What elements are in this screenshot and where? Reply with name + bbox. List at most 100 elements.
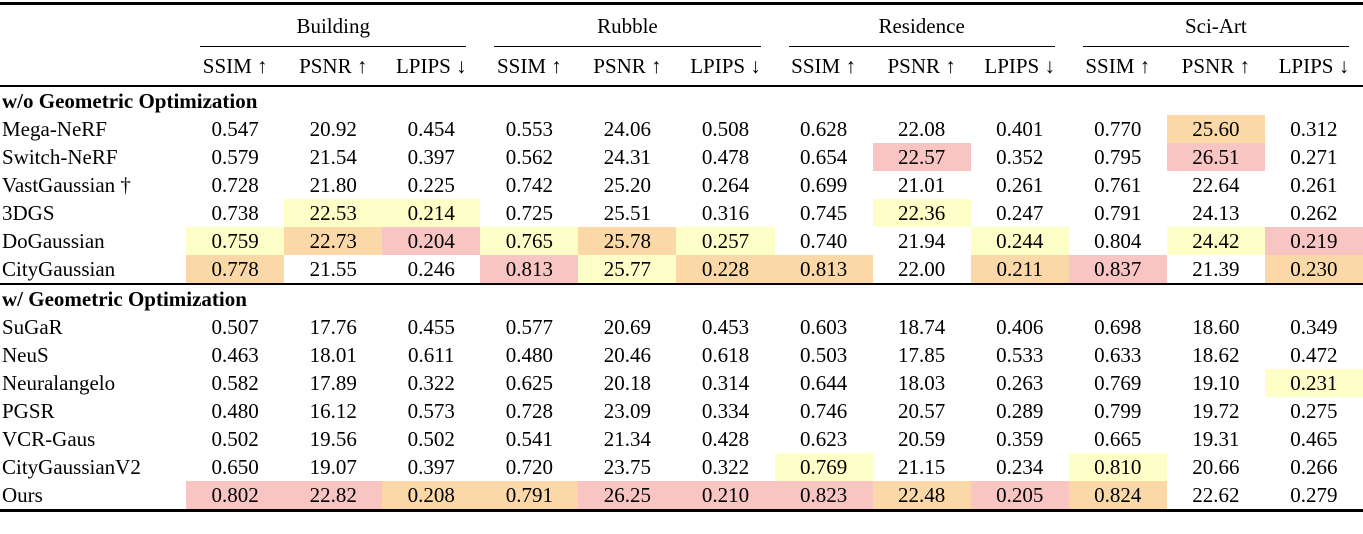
metric-value-cell: 0.359 [996, 427, 1044, 451]
metric-value-cell: 0.824 [1068, 481, 1167, 511]
section-title: w/ Geometric Optimization [0, 283, 1363, 313]
metric-value-cell: 25.51 [603, 201, 652, 225]
metric-value-cell: 25.60 [1166, 115, 1265, 143]
metric-value-cell: 20.57 [898, 399, 946, 423]
metric-value-cell: 0.271 [1290, 145, 1338, 169]
metric-value-cell: 22.73 [284, 227, 383, 255]
metric-value-cell: 24.42 [1166, 227, 1265, 255]
metric-value-cell: 0.579 [211, 145, 259, 169]
metric-header-rubble-ssim: SSIM ↑ [480, 47, 579, 87]
metric-value-cell: 0.214 [382, 199, 481, 227]
metric-value-cell: 0.263 [996, 371, 1044, 395]
table-row-sugar: SuGaR 0.507 17.76 0.455 0.577 20.69 0.453 0.603… [0, 313, 1363, 341]
metric-value-cell: 0.770 [1094, 117, 1142, 141]
metric-value-cell: 0.231 [1264, 369, 1363, 397]
benchmark-results-table: Building Rubble Residence Sci-Art SSIM ↑ PSNR… [0, 2, 1363, 512]
metric-value-cell: 0.208 [382, 481, 481, 511]
metric-value-cell: 0.611 [408, 343, 455, 367]
metric-value-cell: 0.765 [480, 227, 579, 255]
metric-header-sci-art-lpips: LPIPS ↓ [1264, 47, 1363, 87]
metric-value-cell: 0.406 [996, 315, 1044, 339]
metric-value-cell: 0.769 [774, 453, 873, 481]
table-row-3dgs: 3DGS 0.738 22.53 0.214 0.725 25.51 0.316 0.745 2… [0, 199, 1363, 227]
method-cell: 3DGS [2, 201, 55, 225]
metric-value-cell: 0.791 [480, 481, 579, 511]
metric-value-cell: 0.257 [676, 227, 775, 255]
metric-value-cell: 0.246 [407, 257, 455, 281]
metric-value-cell: 24.06 [603, 117, 652, 141]
metric-value-cell: 0.261 [1290, 173, 1338, 197]
metric-value-cell: 19.10 [1192, 371, 1240, 395]
metric-value-cell: 0.244 [970, 227, 1069, 255]
metric-value-cell: 0.628 [799, 117, 848, 141]
metric-value-cell: 0.813 [774, 255, 873, 284]
metric-value-cell: 0.219 [1264, 227, 1363, 255]
metric-value-cell: 21.34 [603, 427, 652, 451]
table-row-neus: NeuS 0.463 18.01 0.611 0.480 20.46 0.618 0.503 1… [0, 341, 1363, 369]
metric-value-cell: 0.275 [1290, 399, 1338, 423]
metric-value-cell: 0.455 [407, 315, 455, 339]
method-cell: VastGaussian † [2, 173, 131, 197]
metric-value-cell: 0.322 [701, 455, 750, 479]
metric-value-cell: 17.76 [309, 315, 357, 339]
metric-header-sci-art-psnr: PSNR ↑ [1166, 47, 1265, 87]
metric-value-cell: 22.62 [1192, 483, 1240, 507]
metric-value-cell: 0.234 [996, 455, 1044, 479]
metric-header-residence-lpips: LPIPS ↓ [970, 47, 1069, 87]
metric-value-cell: 0.247 [996, 201, 1044, 225]
metric-value-cell: 22.64 [1192, 173, 1240, 197]
metric-value-cell: 0.745 [799, 201, 848, 225]
section-header-row: w/ Geometric Optimization [0, 283, 1363, 313]
corner-cell [0, 3, 187, 87]
group-header-residence: Residence [775, 4, 1069, 47]
metric-value-cell: 0.502 [211, 427, 259, 451]
metric-value-cell: 0.802 [186, 481, 285, 511]
metric-value-cell: 0.262 [1290, 201, 1338, 225]
metric-value-cell: 17.89 [309, 371, 357, 395]
metric-value-cell: 0.401 [996, 117, 1044, 141]
metric-value-cell: 20.92 [309, 117, 357, 141]
cmidrule [494, 46, 761, 47]
metric-value-cell: 0.322 [407, 371, 455, 395]
metric-value-cell: 0.503 [799, 343, 848, 367]
metric-value-cell: 0.225 [407, 173, 455, 197]
metric-value-cell: 17.85 [898, 343, 946, 367]
metric-value-cell: 0.740 [799, 229, 848, 253]
table-header: Building Rubble Residence Sci-Art SSIM ↑ PSNR… [0, 3, 1363, 87]
metric-value-cell: 0.453 [701, 315, 750, 339]
metric-value-cell: 18.60 [1192, 315, 1240, 339]
metric-value-cell: 0.650 [211, 455, 259, 479]
metric-value-cell: 0.502 [407, 427, 455, 451]
method-cell: DoGaussian [2, 229, 105, 253]
metric-value-cell: 0.289 [996, 399, 1044, 423]
metric-value-cell: 0.625 [505, 371, 553, 395]
metric-value-cell: 22.82 [284, 481, 383, 511]
metric-value-cell: 0.759 [186, 227, 285, 255]
metric-value-cell: 24.13 [1192, 201, 1240, 225]
metric-value-cell: 0.738 [211, 201, 259, 225]
metric-value-cell: 22.08 [898, 117, 946, 141]
metric-value-cell: 0.541 [505, 427, 553, 451]
metric-value-cell: 0.507 [211, 315, 259, 339]
method-cell: Neuralangelo [2, 371, 116, 395]
metric-value-cell: 0.463 [211, 343, 259, 367]
metric-header-residence-psnr: PSNR ↑ [872, 47, 971, 87]
metric-value-cell: 0.791 [1094, 201, 1142, 225]
metric-value-cell: 19.72 [1192, 399, 1240, 423]
metric-value-cell: 0.478 [701, 145, 750, 169]
metric-value-cell: 21.54 [309, 145, 357, 169]
metric-value-cell: 21.55 [309, 257, 357, 281]
table-row-ours: Ours 0.802 22.82 0.208 0.791 26.25 0.210 0.823 2… [0, 481, 1363, 511]
metric-value-cell: 0.769 [1094, 371, 1142, 395]
metric-value-cell: 0.699 [799, 173, 848, 197]
table-row-vcr-gaus: VCR-Gaus 0.502 19.56 0.502 0.541 21.34 0.428 0.… [0, 425, 1363, 453]
method-cell: VCR-Gaus [2, 427, 96, 451]
metric-value-cell: 19.31 [1192, 427, 1240, 451]
metric-value-cell: 0.428 [701, 427, 750, 451]
metric-value-cell: 0.266 [1290, 455, 1338, 479]
group-label: Sci-Art [1184, 14, 1247, 38]
metric-value-cell: 0.837 [1068, 255, 1167, 284]
metric-value-cell: 23.09 [603, 399, 652, 423]
metric-value-cell: 0.725 [505, 201, 553, 225]
